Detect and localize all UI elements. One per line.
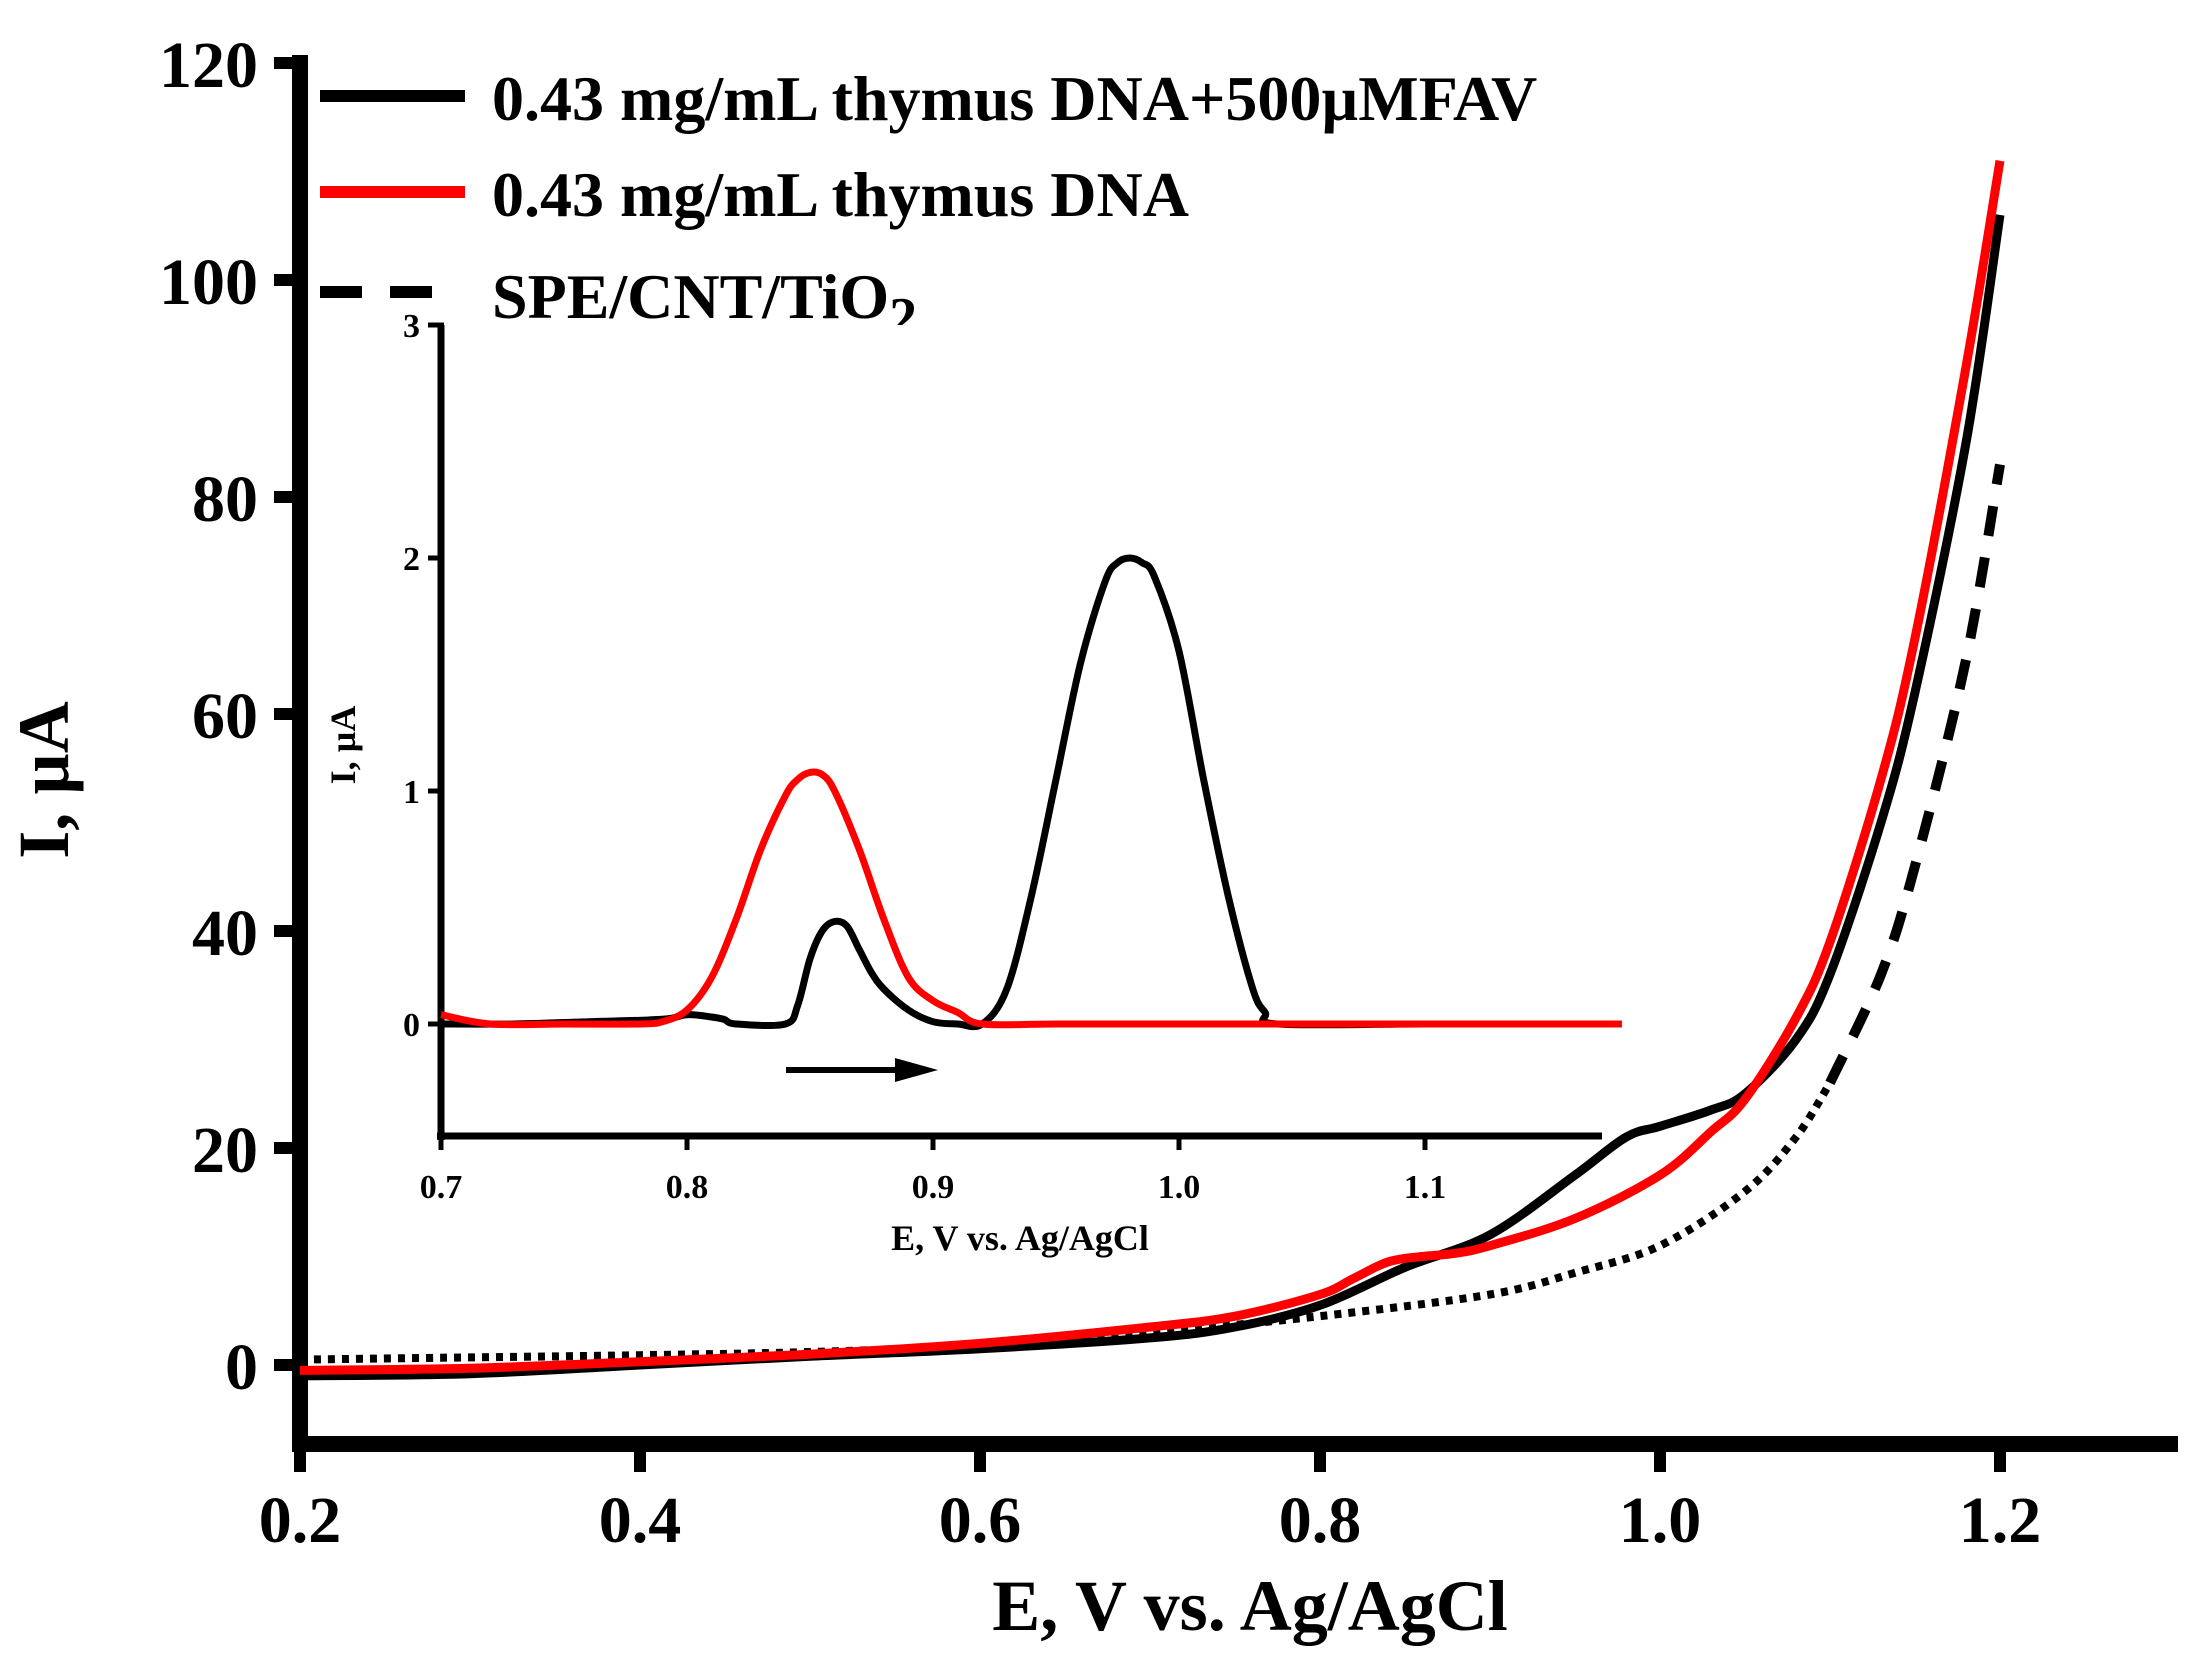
main-series-dna bbox=[299, 159, 2005, 1375]
main-y-tick-label: 20 bbox=[192, 1114, 258, 1187]
inset-y-tick-label: 0 bbox=[403, 1007, 420, 1044]
inset-y-tick-label: 3 bbox=[403, 308, 420, 345]
scan-direction-arrow bbox=[786, 1058, 938, 1082]
main-x-tick-label: 1.2 bbox=[1959, 1484, 2042, 1557]
legend-label-spe: SPE/CNT/TiO2 bbox=[492, 261, 917, 349]
inset-x-axis-label: E, V vs. Ag/AgCl bbox=[891, 1218, 1149, 1258]
main-series-spe-dotted bbox=[299, 1080, 1834, 1364]
main-y-tick-label: 120 bbox=[159, 29, 258, 102]
main-series bbox=[299, 159, 2005, 1381]
inset-x-tick-label: 0.8 bbox=[666, 1169, 709, 1206]
inset-axes bbox=[437, 325, 1602, 1140]
inset-y-tick-label: 2 bbox=[403, 541, 420, 578]
inset-series bbox=[440, 554, 1622, 1031]
arrow-head bbox=[895, 1058, 938, 1082]
main-x-tick-label: 0.2 bbox=[259, 1484, 342, 1557]
inset-x-tick-label: 1.1 bbox=[1404, 1169, 1447, 1206]
main-y-axis-label: I, µA bbox=[4, 701, 84, 859]
inset-x-tick-label: 1.0 bbox=[1158, 1169, 1201, 1206]
legend-label-fav: 0.43 mg/mL thymus DNA+500µMFAV bbox=[492, 63, 1537, 134]
main-y-tick-label: 40 bbox=[192, 897, 258, 970]
inset-y-tick-label: 1 bbox=[403, 774, 420, 811]
main-axes bbox=[292, 55, 2178, 1452]
inset-background bbox=[440, 325, 1602, 1137]
inset-y-axis-label: I, µA bbox=[323, 706, 363, 785]
main-y-tick-label: 60 bbox=[192, 680, 258, 753]
inset-x-tick-label: 0.7 bbox=[420, 1169, 463, 1206]
legend-label-dna: 0.43 mg/mL thymus DNA bbox=[492, 159, 1189, 230]
main-y-tick-label: 100 bbox=[159, 246, 258, 319]
main-x-tick-label: 0.8 bbox=[1279, 1484, 1362, 1557]
main-y-tick-label: 0 bbox=[225, 1331, 258, 1404]
main-y-tick-label: 80 bbox=[192, 463, 258, 536]
main-series-spe-dashed bbox=[1825, 463, 2005, 1086]
inset-x-tick-label: 0.9 bbox=[912, 1169, 955, 1206]
inset-ticks: 0.7 0.8 0.9 1.0 1.1 0 1 2 3 bbox=[403, 308, 1446, 1206]
inset-series-dna bbox=[440, 768, 1622, 1029]
main-x-tick-label: 0.4 bbox=[599, 1484, 682, 1557]
main-x-axis-label: E, V vs. Ag/AgCl bbox=[992, 1566, 1507, 1646]
legend: 0.43 mg/mL thymus DNA+500µMFAV 0.43 mg/m… bbox=[320, 63, 1537, 349]
main-x-tick-label: 0.6 bbox=[939, 1484, 1022, 1557]
main-x-tick-label: 1.0 bbox=[1619, 1484, 1702, 1557]
